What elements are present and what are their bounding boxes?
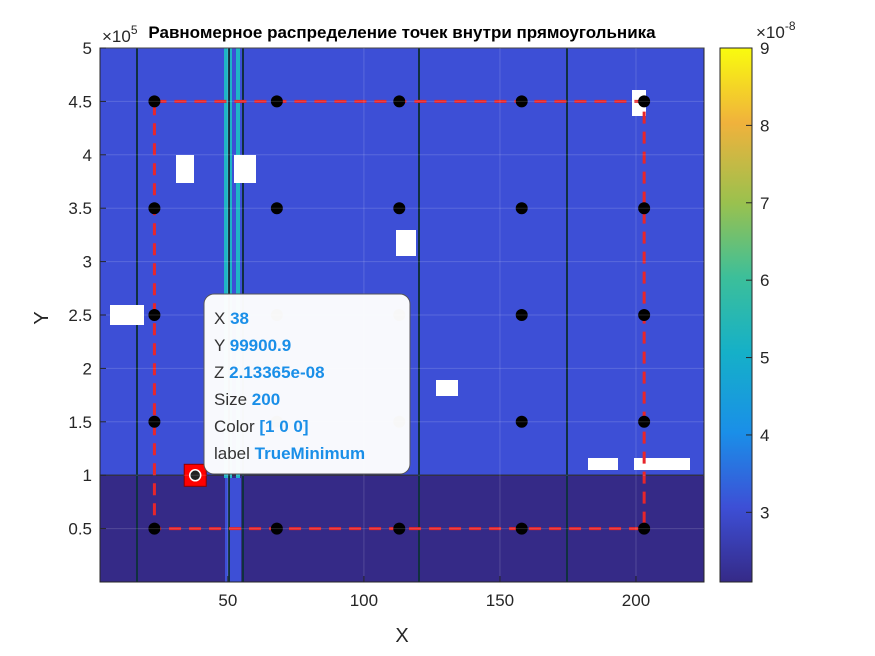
y-tick-label: 2 bbox=[83, 359, 92, 378]
grid-point[interactable] bbox=[148, 309, 161, 321]
colorbar: 3 4 5 6 7 8 9 ×10-8 bbox=[719, 19, 796, 583]
y-tick-label: 3.5 bbox=[68, 199, 92, 218]
y-exponent: ×105 bbox=[102, 23, 138, 46]
x-tick-label: 200 bbox=[622, 591, 650, 610]
grid-point[interactable] bbox=[515, 95, 528, 108]
colorbar-tick-label: 3 bbox=[760, 503, 769, 522]
grid-point[interactable] bbox=[638, 202, 651, 215]
heatmap-plot: 50 100 150 200 0.5 1 1.5 2 2.5 3 3.5 4 4.5 5 X Y ×10… bbox=[31, 23, 705, 647]
y-axis-ticks: 0.5 1 1.5 2 2.5 3 3.5 4 4.5 5 bbox=[68, 39, 704, 539]
y-tick-label: 4 bbox=[83, 146, 92, 165]
grid-point[interactable] bbox=[638, 522, 651, 535]
colorbar-exponent: ×10-8 bbox=[756, 19, 796, 42]
grid-point[interactable] bbox=[148, 415, 161, 428]
datatip-row: Y 99900.9 bbox=[214, 336, 291, 355]
datatip-row: X 38 bbox=[214, 309, 249, 328]
y-axis-label: Y bbox=[31, 311, 53, 324]
x-tick-label: 50 bbox=[218, 591, 237, 610]
grid-point[interactable] bbox=[393, 95, 406, 108]
y-tick-label: 3 bbox=[83, 253, 92, 272]
colorbar-tick-label: 7 bbox=[760, 194, 769, 213]
grid-point[interactable] bbox=[515, 309, 528, 321]
grid-point[interactable] bbox=[515, 522, 528, 535]
colorbar-ticks: 3 4 5 6 7 8 9 bbox=[746, 39, 769, 522]
grid-point[interactable] bbox=[393, 202, 406, 215]
colorbar-tick-label: 6 bbox=[760, 271, 769, 290]
colorbar-tick-label: 9 bbox=[760, 39, 769, 58]
y-tick-label: 1.5 bbox=[68, 413, 92, 432]
colorbar-tick-label: 5 bbox=[760, 349, 769, 368]
grid-point[interactable] bbox=[638, 95, 651, 108]
grid-point[interactable] bbox=[148, 522, 161, 535]
chart-title: Равномерное распределение точек внутри п… bbox=[148, 23, 656, 42]
true-minimum-dot[interactable] bbox=[188, 469, 202, 482]
colorbar-tick-label: 8 bbox=[760, 116, 769, 135]
grid-point[interactable] bbox=[270, 202, 283, 215]
grid-point[interactable] bbox=[515, 415, 528, 428]
grid-point[interactable] bbox=[638, 309, 651, 321]
x-tick-label: 150 bbox=[486, 591, 514, 610]
y-tick-label: 0.5 bbox=[68, 520, 92, 539]
grid-point[interactable] bbox=[148, 95, 161, 108]
colorbar-tick-label: 4 bbox=[760, 426, 769, 445]
grid-point[interactable] bbox=[270, 95, 283, 108]
grid-point[interactable] bbox=[270, 522, 283, 535]
y-tick-label: 4.5 bbox=[68, 92, 92, 111]
grid-point[interactable] bbox=[148, 202, 161, 215]
datatip-row: Z 2.13365e-08 bbox=[214, 363, 325, 382]
y-tick-label: 5 bbox=[83, 39, 92, 58]
datatip-row: Color [1 0 0] bbox=[214, 417, 309, 436]
datatip-row: label TrueMinimum bbox=[214, 444, 365, 463]
x-tick-label: 100 bbox=[350, 591, 378, 610]
datatip-row: Size 200 bbox=[214, 390, 280, 409]
grid-point[interactable] bbox=[515, 202, 528, 215]
grid-point[interactable] bbox=[393, 522, 406, 535]
grid-point[interactable] bbox=[638, 415, 651, 428]
datatip[interactable]: X 38 Y 99900.9 Z 2.13365e-08 Size 200 Color … bbox=[203, 293, 411, 475]
y-tick-label: 1 bbox=[83, 466, 92, 485]
y-tick-label: 2.5 bbox=[68, 306, 92, 325]
true-minimum-marker[interactable] bbox=[183, 463, 207, 487]
x-axis-label: X bbox=[395, 625, 408, 647]
